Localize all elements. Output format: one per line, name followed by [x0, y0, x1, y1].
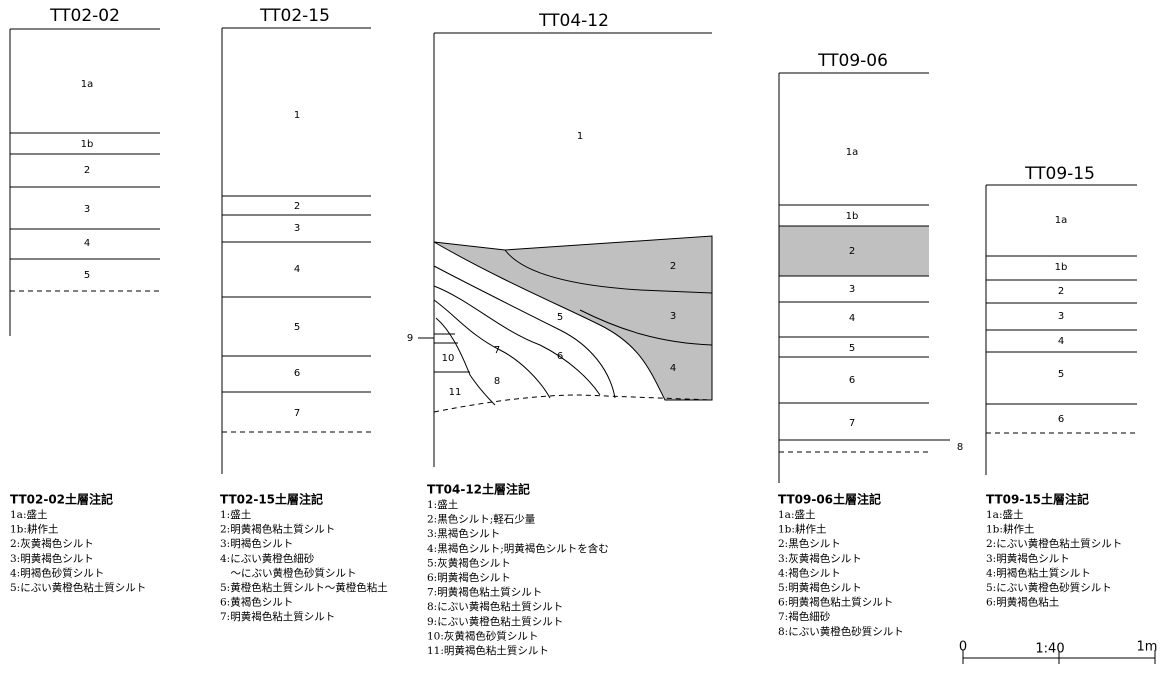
legend-item: 2:灰黄褐色シルト — [10, 537, 94, 550]
layer-label: 4 — [84, 238, 90, 249]
scale-end: 1m — [1137, 640, 1158, 655]
legend-title: TT09-15土層注記 — [986, 492, 1089, 507]
layer-label: 2 — [670, 261, 676, 272]
legend-item: 3:明黄褐色シルト — [10, 552, 94, 565]
legend-item: 5:灰黄褐色シルト — [427, 556, 511, 569]
layer-label: 4 — [294, 264, 300, 275]
legend-item: 1a:盛土 — [10, 508, 47, 521]
layer-label: 1b — [1055, 262, 1068, 273]
legend-title: TT02-02土層注記 — [10, 492, 113, 507]
layer-label: 2 — [294, 201, 300, 212]
legend-item: 3:明褐色シルト — [220, 537, 293, 550]
layer-label: 3 — [849, 284, 855, 295]
legend-item: 6:明黄褐色粘土質シルト — [778, 596, 893, 609]
layer-label: 5 — [294, 322, 300, 333]
legend-item: 4:明褐色砂質シルト — [10, 566, 104, 579]
legend-item: 8:にぶい黄橙色砂質シルト — [778, 625, 904, 638]
legend-item: 3:明黄褐色シルト — [986, 552, 1070, 565]
layer-label: 1b — [81, 139, 94, 150]
legend-item: 7:明黄褐色粘土質シルト — [427, 586, 542, 599]
layer-label: 2 — [849, 246, 855, 257]
layer-label: 1 — [294, 110, 300, 121]
legend-item: 2:黒色シルト — [778, 537, 841, 550]
layer-label: 1a — [1055, 215, 1068, 226]
layer-label: 7 — [294, 408, 300, 419]
layer-label: 5 — [1058, 369, 1064, 380]
legend-title: TT04-12土層注記 — [427, 482, 530, 497]
legend-title: TT09-06土層注記 — [778, 492, 881, 507]
section-title: TT04-12 — [538, 11, 609, 31]
legend-item: 6:明黄褐色粘土 — [986, 596, 1059, 609]
legend-item: 6:明黄褐色シルト — [427, 571, 511, 584]
legend-item: 1a:盛土 — [986, 508, 1023, 521]
legend-item: 11:明黄褐色粘土質シルト — [427, 644, 549, 657]
legend-item: 3:黒褐色シルト — [427, 527, 500, 540]
legend-item: 5:黄橙色粘土質シルト～黄橙色粘土 — [220, 581, 388, 594]
layer-label: 1 — [577, 131, 583, 142]
legend-item: 7:褐色細砂 — [778, 610, 831, 623]
legend-item: 4:明褐色粘土質シルト — [986, 566, 1091, 579]
legend-item: 7:明黄褐色粘土質シルト — [220, 610, 335, 623]
legend-item: 6:黄褐色シルト — [220, 596, 293, 609]
scale-start: 0 — [959, 640, 967, 655]
section-title: TT09-06 — [817, 51, 888, 71]
legend-item: 1b:耕作土 — [10, 523, 58, 536]
layer-label: 6 — [849, 375, 855, 386]
legend-item: 5:にぶい黄橙色粘土質シルト — [10, 581, 146, 594]
legend-item: 1:盛土 — [427, 498, 458, 511]
legend-item: 1b:耕作土 — [778, 523, 826, 536]
layer-label: 7 — [494, 345, 500, 356]
layer-label: 3 — [294, 223, 300, 234]
legend-item: 1a:盛土 — [778, 508, 815, 521]
legend-item: 10:灰黄褐色砂質シルト — [427, 629, 538, 642]
legend-item: 3:灰黄褐色シルト — [778, 552, 862, 565]
section-title: TT02-15 — [259, 6, 330, 26]
layer-label: 8 — [957, 442, 963, 453]
layer-label: 3 — [670, 311, 676, 322]
layer-label: 4 — [849, 313, 855, 324]
layer-label: 3 — [84, 204, 90, 215]
section-title: TT09-15 — [1024, 164, 1095, 184]
layer-label: 7 — [849, 418, 855, 429]
layer-label: 2 — [84, 165, 90, 176]
legend-item: 8:にぶい黄褐色粘土質シルト — [427, 600, 563, 613]
legend-item: 2:にぶい黄橙色粘土質シルト — [986, 537, 1122, 550]
layer-label: 9 — [407, 333, 413, 344]
layer-label: 6 — [557, 351, 563, 362]
layer-label: 5 — [84, 270, 90, 281]
layer-label: 4 — [1058, 336, 1064, 347]
legend-item: 1:盛土 — [220, 508, 251, 521]
shaded-layer — [779, 226, 929, 276]
scale-bar: 0 1:40 1m — [959, 640, 1158, 664]
layer-label: 1b — [846, 211, 859, 222]
legend-item: 1b:耕作土 — [986, 523, 1034, 536]
layer-label: 5 — [557, 312, 563, 323]
tt04-12-profile — [418, 235, 713, 413]
legend-item: 4:褐色シルト — [778, 566, 841, 579]
scale-ratio: 1:40 — [1035, 642, 1064, 657]
layer-label: 2 — [1058, 286, 1064, 297]
layer-label: 6 — [294, 368, 300, 379]
layer-label: 5 — [849, 343, 855, 354]
section-title: TT02-02 — [49, 6, 120, 26]
layer-label: 1a — [81, 79, 94, 90]
layer-label: 8 — [494, 376, 500, 387]
layer-label: 6 — [1058, 414, 1064, 425]
legend-item: 5:にぶい黄橙色砂質シルト — [986, 581, 1112, 594]
layer-label: 10 — [442, 353, 455, 364]
legend-item: 4:黒褐色シルト;明黄褐色シルトを含む — [427, 542, 609, 555]
legend-item: 2:明黄褐色粘土質シルト — [220, 523, 335, 536]
layer-label: 4 — [670, 363, 676, 374]
layer-label: 1a — [846, 147, 859, 158]
layer-label: 11 — [449, 387, 462, 398]
legend-item: 5:明黄褐色シルト — [778, 581, 862, 594]
legend-item: 2:黒色シルト;軽石少量 — [427, 513, 536, 526]
legend-item: ～にぶい黄橙色砂質シルト — [220, 566, 357, 579]
legend-title: TT02-15土層注記 — [220, 492, 323, 507]
legend-item: 9:にぶい黄橙色粘土質シルト — [427, 615, 563, 628]
legend-item: 4:にぶい黄橙色細砂 — [220, 552, 315, 565]
layer-label: 3 — [1058, 311, 1064, 322]
